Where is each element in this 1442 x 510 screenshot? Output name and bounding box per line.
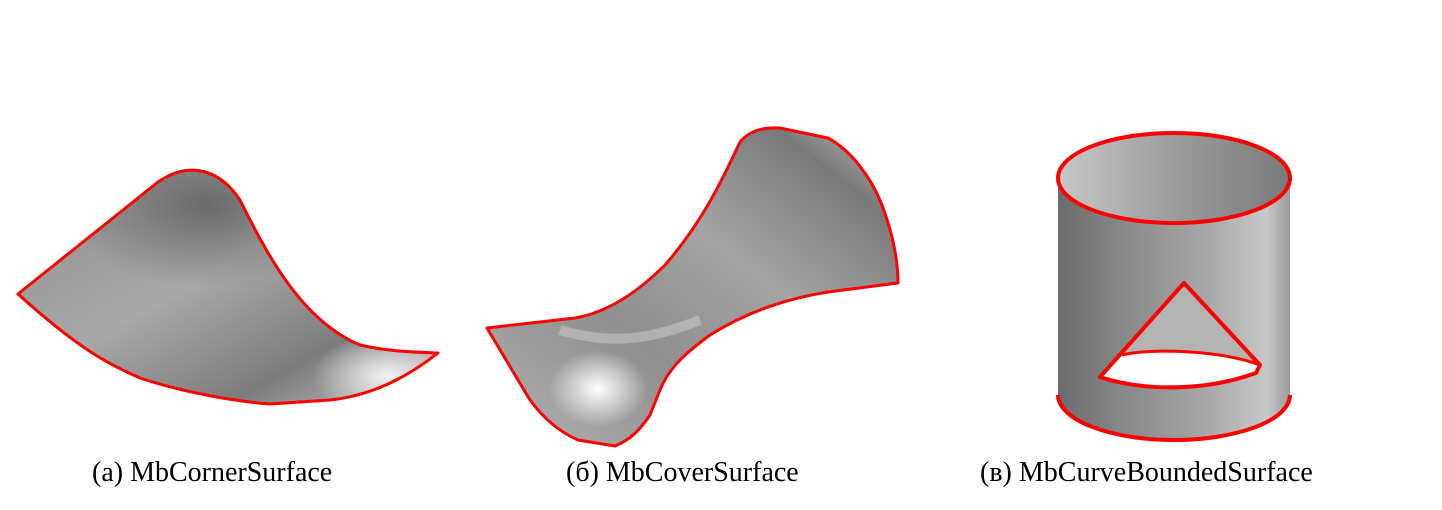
cover-surface-boundary — [485, 126, 900, 448]
triangular-hole-boundary — [1098, 281, 1262, 390]
caption-cover-surface: (б) MbCoverSurface — [566, 457, 799, 488]
corner-surface-boundary — [16, 168, 440, 406]
cover-surface-shape — [485, 126, 900, 448]
corner-surface-shape — [16, 168, 440, 406]
cylinder-top-boundary — [1056, 131, 1292, 225]
caption-curve-bounded-surface: (в) MbCurveBoundedSurface — [980, 457, 1313, 488]
cylinder-bottom-boundary — [1056, 394, 1292, 442]
curve-bounded-surface-shape — [1056, 131, 1292, 442]
caption-corner-surface: (а) MbCornerSurface — [92, 457, 333, 488]
